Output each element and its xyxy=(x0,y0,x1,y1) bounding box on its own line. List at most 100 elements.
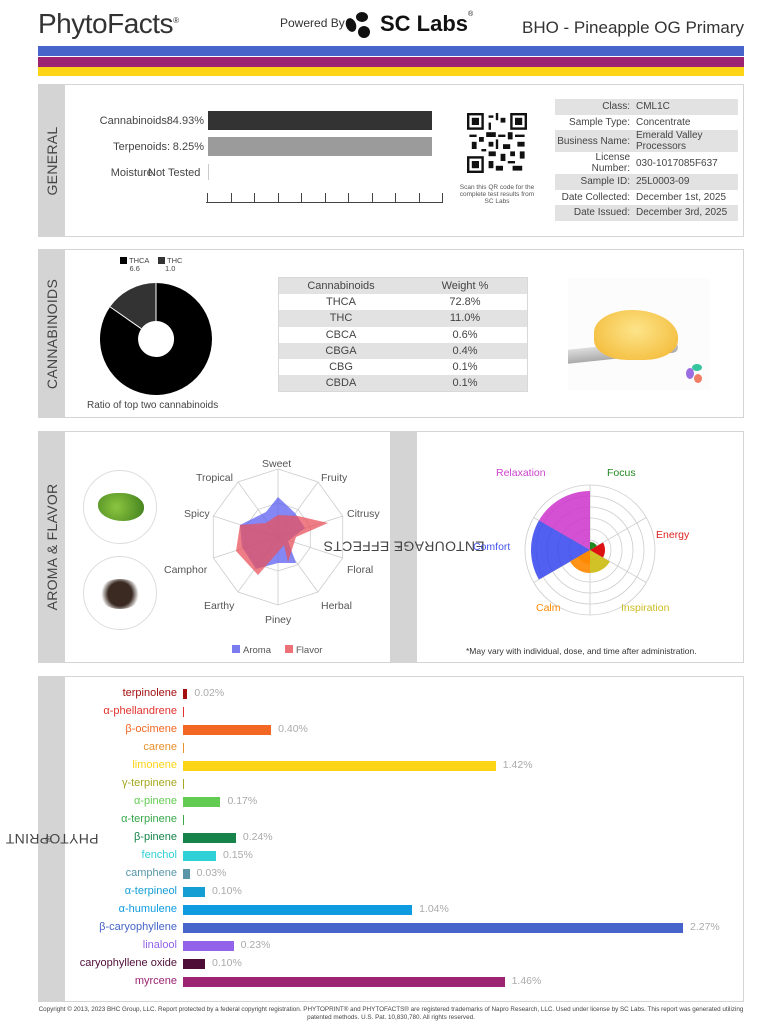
terpene-value: 0.40% xyxy=(278,723,308,735)
terpene-value: 0.17% xyxy=(227,795,258,807)
terpene-value: 0.10% xyxy=(212,885,242,897)
info-row: Sample Type: Concentrate xyxy=(555,115,738,131)
terpene-name: β-ocimene xyxy=(125,723,177,735)
sc-labs-logo-icon xyxy=(345,12,370,38)
terpene-row: β-ocimene 0.40% xyxy=(0,721,782,739)
product-image xyxy=(568,278,710,390)
info-key: Date Issued: xyxy=(573,207,630,219)
cannabinoid-name: CBDA xyxy=(325,377,357,390)
info-key: Sample ID: xyxy=(580,176,630,188)
terpene-bar xyxy=(183,887,206,897)
info-value: CML1C xyxy=(636,101,670,113)
terpene-bar xyxy=(183,869,190,879)
terpene-name: camphene xyxy=(125,867,177,879)
section-label-phytoprint: PHYTOPRINT ® xyxy=(6,677,98,1001)
scale-tick xyxy=(230,193,232,203)
entourage-footnote: *May vary with individual, dose, and tim… xyxy=(466,646,697,656)
section-label-entourage-effects: ENTOURAGE EFFECTS * xyxy=(323,432,485,662)
sample-info-table: Class: CML1C Sample Type: Concentrate Busine… xyxy=(555,99,738,221)
terpene-name: α-terpineol xyxy=(124,885,177,897)
terpene-row: α-phellandrene xyxy=(0,703,782,721)
table-row: THC 11.0% xyxy=(279,310,527,327)
report-header: PhytoFacts® Powered By SC Labs® BHO - Pi… xyxy=(38,6,744,42)
terpene-bar xyxy=(183,725,272,735)
scale-tick xyxy=(348,193,349,203)
terpene-bar xyxy=(183,851,217,861)
terpene-row: linalool 0.23% xyxy=(0,937,782,955)
axis-piney: Piney xyxy=(265,614,292,626)
stripe-yellow xyxy=(38,67,744,76)
terpene-bar xyxy=(183,959,206,969)
table-row: CBCA 0.6% xyxy=(279,327,527,343)
cannabinoids-label: Cannabinoids: xyxy=(99,115,170,127)
cannabinoid-name: CBGA xyxy=(325,344,357,357)
legend-flavor: Flavor xyxy=(285,645,322,656)
info-row: License Number: 030-1017085F637 xyxy=(555,152,738,174)
terpene-row: γ-terpinene xyxy=(0,775,782,793)
terpene-value: 0.02% xyxy=(194,687,225,699)
qr-code[interactable] xyxy=(467,113,527,173)
table-header: Cannabinoids Weight % xyxy=(279,278,527,295)
cannabinoid-name: THCA xyxy=(326,296,356,309)
terpene-row: α-pinene 0.17% xyxy=(0,793,782,811)
info-key: Business Name: xyxy=(557,135,630,147)
stripe-purple xyxy=(38,57,744,67)
cannabinoid-weight: 11.0% xyxy=(449,312,481,325)
entourage-polar-chart xyxy=(524,484,656,616)
cannabinoid-name: CBCA xyxy=(325,328,357,341)
moisture-value: Not Tested xyxy=(148,167,201,179)
cannabinoid-name: CBG xyxy=(329,361,353,374)
powered-by-label: Powered By xyxy=(280,16,345,30)
terpene-row: myrcene 1.46% xyxy=(0,973,782,991)
terpenoids-value: 8.25% xyxy=(172,141,204,153)
effect-inspiration: Inspiration xyxy=(621,602,670,614)
terpene-name: caryophyllene oxide xyxy=(79,957,177,969)
terpene-name: α-humulene xyxy=(118,903,177,915)
axis-herbal: Herbal xyxy=(321,600,352,612)
legend-thc: THC 1.0 xyxy=(158,257,182,273)
info-value: December 3rd, 2025 xyxy=(636,207,728,219)
axis-sweet: Sweet xyxy=(262,458,292,470)
terpene-row: fenchol 0.15% xyxy=(0,847,782,865)
info-key: License Number: xyxy=(591,152,630,174)
terpene-bar xyxy=(183,761,496,771)
scale-tick xyxy=(254,193,255,203)
ratio-caption: Ratio of top two cannabinoids xyxy=(87,400,219,411)
terpene-value: 0.24% xyxy=(242,831,273,843)
cannabinoid-table: Cannabinoids Weight % THCA 72.8% THC 11.0% CBC… xyxy=(278,277,528,393)
info-value: December 1st, 2025 xyxy=(636,191,727,203)
terpene-name: α-terpinene xyxy=(121,813,177,825)
info-row: Class: CML1C xyxy=(555,99,738,115)
terpene-name: myrcene xyxy=(134,975,177,987)
info-key: Class: xyxy=(602,101,630,113)
effect-focus: Focus xyxy=(607,467,636,479)
stripe-blue xyxy=(38,46,744,56)
terpene-row: camphene 0.03% xyxy=(0,865,782,883)
terpene-bar xyxy=(183,743,184,753)
effect-calm: Calm xyxy=(536,602,561,614)
scale-tick xyxy=(371,193,373,203)
phytoprint-panel: PHYTOPRINT ® xyxy=(6,676,744,1002)
cannabinoid-weight: 0.1% xyxy=(452,377,478,390)
terpene-row: α-humulene 1.04% xyxy=(0,901,782,919)
axis-camphor: Camphor xyxy=(164,564,208,576)
info-row: Date Collected: December 1st, 2025 xyxy=(555,190,738,206)
terpene-row: α-terpineol 0.10% xyxy=(0,883,782,901)
axis-earthy: Earthy xyxy=(204,600,235,612)
terpene-name: terpinolene xyxy=(122,687,177,699)
section-label-general: GENERAL xyxy=(39,85,65,236)
scale-tick xyxy=(442,193,443,203)
terpene-row: β-caryophyllene 2.27% xyxy=(0,919,782,937)
terpene-bar xyxy=(183,779,184,789)
legend-aroma: Aroma xyxy=(232,645,271,656)
info-key: Sample Type: xyxy=(569,116,630,128)
cannabinoid-name: THC xyxy=(329,312,353,325)
terpene-value: 0.15% xyxy=(223,849,253,861)
terpene-name: limonene xyxy=(132,759,177,771)
terpene-row: caryophyllene oxide 0.10% xyxy=(0,955,782,973)
terpene-row: β-pinene 0.24% xyxy=(0,829,782,847)
cannabinoid-weight: 72.8% xyxy=(449,296,481,309)
info-key: Date Collected: xyxy=(561,191,630,203)
aroma-flavor-radar-chart xyxy=(212,468,344,606)
axis-tropical: Tropical xyxy=(196,472,233,484)
